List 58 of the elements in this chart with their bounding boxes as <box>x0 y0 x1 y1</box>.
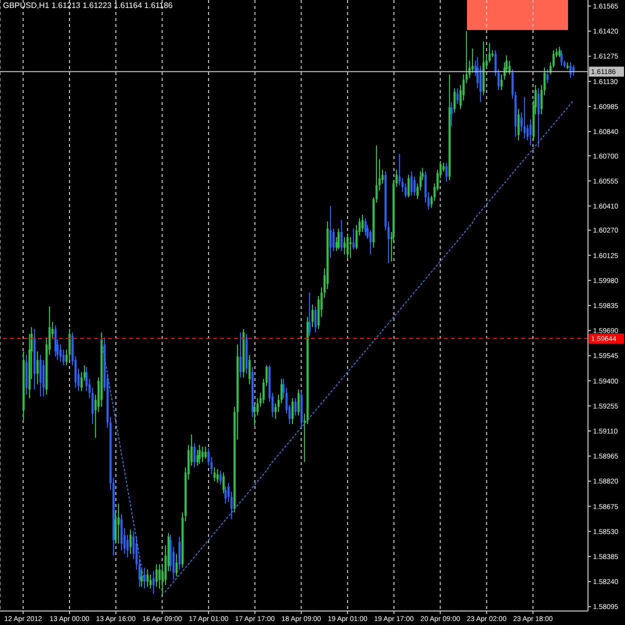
candlestick <box>364 218 366 236</box>
candlestick <box>446 162 448 182</box>
candlestick <box>222 472 224 494</box>
candlestick <box>344 236 346 255</box>
candlestick <box>254 404 256 426</box>
candlestick <box>530 118 532 146</box>
candlestick <box>60 344 62 362</box>
candlestick <box>292 398 294 425</box>
candlestick <box>40 354 42 397</box>
candlestick <box>450 102 452 127</box>
candlestick <box>332 228 334 252</box>
candlestick <box>36 350 38 385</box>
candlestick <box>156 564 158 588</box>
candlestick <box>524 96 526 139</box>
candlestick <box>346 234 348 258</box>
chart-title: GBPUSD,H1 1.61213 1.61223 1.61164 1.61186 <box>3 1 173 11</box>
candlestick <box>410 170 412 196</box>
candlestick <box>558 46 560 58</box>
candlestick <box>176 553 178 577</box>
candlestick <box>308 292 310 336</box>
candlestick <box>204 446 206 460</box>
candlestick <box>216 468 218 484</box>
candlestick <box>518 108 520 141</box>
candlestick <box>202 446 204 463</box>
line-series <box>164 100 574 592</box>
candlestick <box>294 398 296 416</box>
candlestick <box>538 88 540 148</box>
candlestick <box>68 328 70 361</box>
candlestick <box>146 568 148 588</box>
candlestick <box>54 324 56 358</box>
candlestick <box>338 228 340 250</box>
line-series <box>100 338 146 588</box>
candlestick <box>362 214 364 232</box>
candlestick <box>340 219 342 252</box>
candlestick <box>178 536 180 570</box>
candlestick <box>560 50 562 66</box>
candlestick <box>194 442 196 468</box>
candlestick <box>454 88 456 114</box>
candlestick <box>456 88 458 104</box>
candlestick <box>240 332 242 378</box>
candlestick <box>312 304 314 328</box>
candlestick <box>214 466 216 482</box>
candlestick <box>118 503 120 544</box>
candlestick <box>352 228 354 250</box>
candlestick <box>224 486 226 504</box>
candlestick <box>220 470 222 486</box>
candlestick <box>314 306 316 333</box>
candlestick <box>414 176 416 196</box>
candlestick <box>198 444 200 464</box>
candlestick <box>404 182 406 198</box>
candlestick <box>152 570 154 594</box>
candlestick <box>330 205 332 258</box>
candlestick <box>408 174 410 198</box>
candlestick <box>130 529 132 554</box>
candlestick <box>298 388 300 416</box>
candlestick <box>248 354 250 385</box>
candlestick <box>140 568 142 588</box>
candlestick <box>546 68 548 84</box>
